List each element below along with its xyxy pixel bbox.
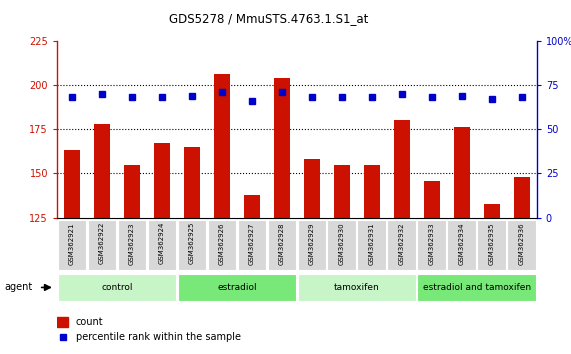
Text: GSM362923: GSM362923 [129,222,135,264]
Text: GSM362931: GSM362931 [369,222,375,265]
Bar [208,220,236,270]
Bar [57,317,68,326]
Bar [424,181,440,218]
Bar [417,274,536,301]
Bar [393,120,410,218]
Text: GSM362932: GSM362932 [399,222,405,264]
Bar [64,150,81,218]
Bar [453,127,470,218]
Text: GSM362922: GSM362922 [99,222,105,264]
Text: percentile rank within the sample: percentile rank within the sample [76,332,241,342]
Bar [297,220,326,270]
Text: GSM362930: GSM362930 [339,222,345,265]
Bar [178,220,206,270]
Bar [417,220,446,270]
Bar [148,220,176,270]
Text: agent: agent [5,282,33,292]
Text: GSM362929: GSM362929 [309,222,315,264]
Text: GSM362927: GSM362927 [249,222,255,264]
Bar [118,220,146,270]
Text: GDS5278 / MmuSTS.4763.1.S1_at: GDS5278 / MmuSTS.4763.1.S1_at [168,12,368,25]
Bar [513,177,530,218]
Bar [154,143,170,218]
Bar [184,147,200,218]
Bar [244,195,260,218]
Bar [214,74,230,218]
Bar [297,274,416,301]
Text: GSM362934: GSM362934 [459,222,465,264]
Text: estradiol: estradiol [217,283,257,292]
Bar [58,274,176,301]
Bar [333,165,350,218]
Text: GSM362926: GSM362926 [219,222,225,264]
Bar [388,220,416,270]
Bar [508,220,536,270]
Text: GSM362936: GSM362936 [518,222,525,265]
Text: control: control [101,283,133,292]
Bar [238,220,266,270]
Text: GSM362925: GSM362925 [189,222,195,264]
Bar [94,124,110,218]
Bar [124,165,140,218]
Text: GSM362924: GSM362924 [159,222,165,264]
Bar [484,204,500,218]
Bar [357,220,386,270]
Text: GSM362921: GSM362921 [69,222,75,264]
Bar [58,220,86,270]
Bar [274,78,290,218]
Bar [268,220,296,270]
Text: count: count [76,317,103,327]
Text: GSM362928: GSM362928 [279,222,285,264]
Text: GSM362935: GSM362935 [489,222,495,264]
Bar [448,220,476,270]
Text: GSM362933: GSM362933 [429,222,435,265]
Text: estradiol and tamoxifen: estradiol and tamoxifen [423,283,531,292]
Text: tamoxifen: tamoxifen [334,283,380,292]
Bar [328,220,356,270]
Bar [178,274,296,301]
Bar [88,220,116,270]
Bar [364,165,380,218]
Bar [304,159,320,218]
Bar [477,220,506,270]
